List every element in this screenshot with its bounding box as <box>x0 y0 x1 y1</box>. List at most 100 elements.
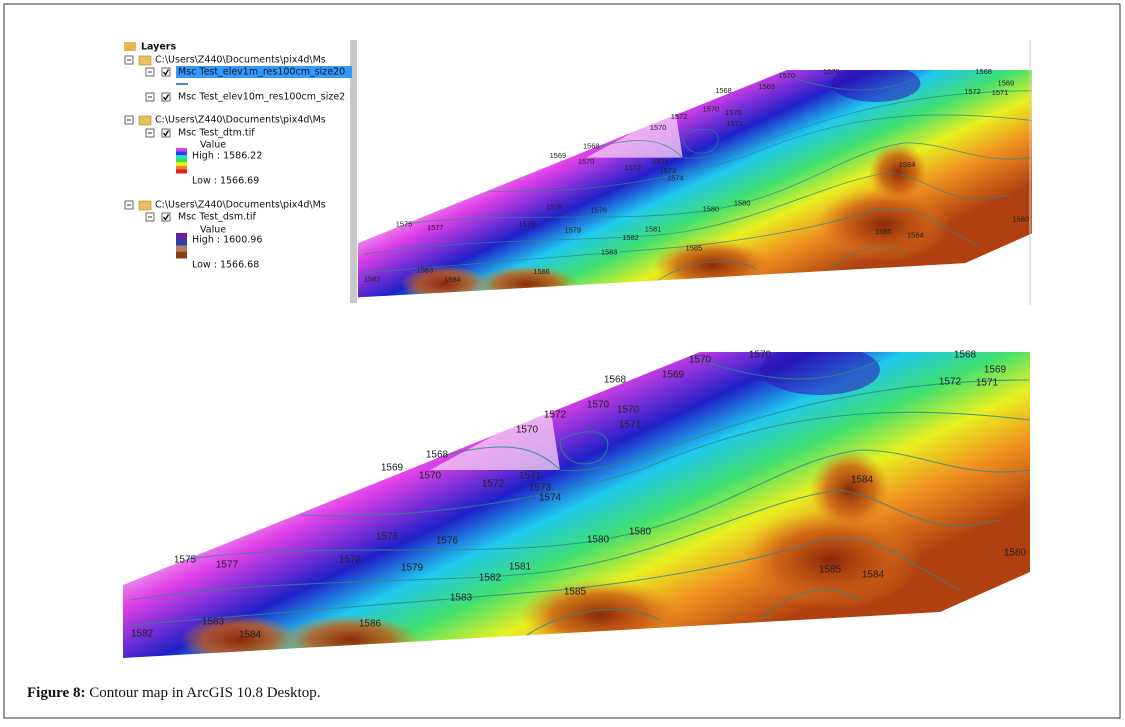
contour-label: 1573 <box>660 166 677 175</box>
contour-label: 1583 <box>601 248 618 257</box>
contour-label: 1571 <box>619 420 642 431</box>
light-patch <box>430 405 560 470</box>
check-mark <box>162 69 170 76</box>
contour-line <box>179 449 1030 561</box>
contour-label: 1570 <box>749 350 772 361</box>
contour-label: 1568 <box>426 450 449 461</box>
ramp-step <box>176 162 187 167</box>
contour-label: 1576 <box>590 205 607 214</box>
group-path: C:\Users\Z440\Documents\pix4d\Ms <box>155 200 326 211</box>
ramp-step <box>176 151 187 156</box>
high-ground <box>652 239 772 292</box>
contour-label: 1580 <box>587 535 610 546</box>
panel-title: Layers <box>141 42 176 53</box>
contour-label: 1571 <box>726 119 743 128</box>
ramp-step <box>176 158 187 163</box>
contour-label: 1570 <box>617 405 640 416</box>
layer-name: Msc Test_elev10m_res100cm_size2 <box>178 92 345 103</box>
high-ground <box>816 187 951 262</box>
figure-border <box>3 3 1121 719</box>
contour-line <box>519 589 861 641</box>
ramp-step <box>176 233 187 240</box>
contour-label: 1570 <box>725 108 742 117</box>
contour-label: 1571 <box>976 378 999 389</box>
contour-line <box>489 114 1032 193</box>
contour-label: 1582 <box>364 274 381 283</box>
contour-label: 1586 <box>359 619 382 630</box>
contour-label: 1584 <box>907 231 924 240</box>
ramp-step <box>176 169 187 174</box>
legend-low: Low : 1566.69 <box>192 176 259 187</box>
contour-line <box>379 379 1030 472</box>
contour-label: 1577 <box>427 223 444 232</box>
ramp-step <box>176 251 187 259</box>
contour-label: 1570 <box>587 400 610 411</box>
contour-label: 1580 <box>629 527 652 538</box>
contour-label: 1584 <box>851 475 874 486</box>
ramp-step <box>176 245 187 253</box>
ramp-step <box>176 155 187 160</box>
contour-label: 1572 <box>544 410 567 421</box>
folder-icon <box>138 55 152 66</box>
contour-label: 1584 <box>444 275 461 284</box>
group-path: C:\Users\Z440\Documents\pix4d\Ms <box>155 115 326 126</box>
check-mark <box>162 214 170 221</box>
group-path: C:\Users\Z440\Documents\pix4d\Ms <box>155 55 326 66</box>
contour-label: 1574 <box>667 173 684 182</box>
contour-label: 1580 <box>734 199 751 208</box>
folder-icon <box>138 115 152 126</box>
high-ground <box>520 580 680 650</box>
contour-label: 1585 <box>686 243 703 252</box>
contour-line <box>299 411 1030 517</box>
contour-line <box>363 172 1010 255</box>
contour-label: 1584 <box>239 630 262 641</box>
contour-label: 1571 <box>992 88 1009 97</box>
contour-line <box>682 128 719 154</box>
contour-label: 1581 <box>509 562 532 573</box>
checkbox <box>161 92 171 102</box>
caption: Figure 8: Contour map in ArcGIS 10.8 Des… <box>27 685 320 701</box>
contour-label: 1576 <box>546 202 563 211</box>
contour-label: 1570 <box>778 71 795 80</box>
check-mark <box>162 94 170 101</box>
contour-map: 1568 1569 1570 1570 1568 1569 1572 1571 1572 1570… <box>123 350 1030 658</box>
contour-label: 1570 <box>650 123 667 132</box>
layer-name: Msc Test_dsm.tif <box>178 212 256 223</box>
high-ground <box>868 142 928 203</box>
contour-label: 1572 <box>671 112 688 121</box>
contour-line <box>786 75 921 91</box>
contour-label: 1578 <box>518 220 535 229</box>
legend-title: Value <box>200 140 226 151</box>
contour-label: 1579 <box>401 563 424 574</box>
legend-high: High : 1600.96 <box>192 235 262 246</box>
contour-label: 1584 <box>862 570 885 581</box>
contour-label: 1586 <box>533 267 550 276</box>
contour-label: 1572 <box>939 377 962 388</box>
contour-label: 1572 <box>482 479 505 490</box>
contour-label: 1569 <box>984 365 1007 376</box>
contour-label: 1569 <box>550 151 567 160</box>
caption-label: Figure 8: <box>27 685 85 701</box>
contour-label: 1568 <box>975 67 992 76</box>
check-mark <box>162 130 170 137</box>
contour-label: 1568 <box>715 86 732 95</box>
folder-icon <box>138 200 152 211</box>
contour-label: 1576 <box>436 536 459 547</box>
contour-label: 1578 <box>339 555 362 566</box>
layers-panel: Layers C:\Users\Z440\Documents\pix4d\MsM… <box>115 38 357 304</box>
contour-label: 1573 <box>529 483 552 494</box>
caption-text: Contour map in ArcGIS 10.8 Desktop. <box>89 685 320 701</box>
high-ground <box>740 510 920 610</box>
contour-label: 1568 <box>954 350 977 361</box>
contour-label: 1568 <box>583 141 600 150</box>
legend-low: Low : 1566.68 <box>192 260 259 271</box>
checkbox <box>161 67 171 77</box>
high-ground <box>474 265 579 298</box>
contour-label: 1569 <box>662 370 685 381</box>
contour-label: 1571 <box>519 471 542 482</box>
selection <box>176 66 352 78</box>
contour-label: 1575 <box>174 555 197 566</box>
contour-label: 1582 <box>479 573 502 584</box>
contour-label: 1582 <box>131 629 154 640</box>
